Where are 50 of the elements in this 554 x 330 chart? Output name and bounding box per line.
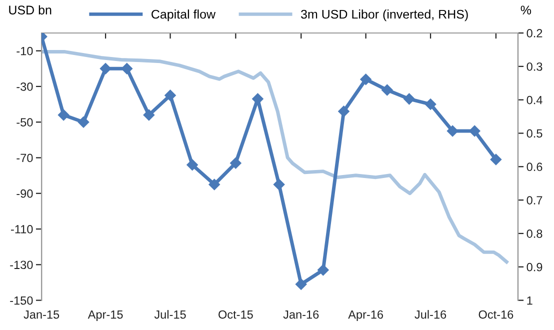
y-tick-label: -150 (10, 296, 33, 305)
point (295, 278, 307, 290)
point (318, 264, 329, 276)
y2-axis-title: % (520, 6, 532, 14)
y2-tick-label: 0.4 (526, 96, 542, 104)
y-tick-label: -130 (10, 260, 33, 270)
x-tick-label: Jan-16 (283, 310, 319, 319)
point (273, 178, 285, 190)
point (78, 116, 90, 128)
x-tick-label: Oct-16 (478, 310, 514, 319)
y2-tick-label: 0.6 (526, 162, 542, 172)
point (164, 90, 176, 101)
x-tick-label: Apr-16 (348, 310, 384, 322)
x-tick-label: Jul-15 (154, 310, 186, 319)
legend-label: Capital flow (152, 10, 216, 22)
legend-label: 3m USD Libor (inverted, RHS) (301, 10, 468, 22)
y2-tick-label: 0.8 (526, 230, 542, 238)
x-tick-label: Oct-15 (218, 310, 253, 319)
point (446, 125, 458, 137)
point (143, 109, 155, 121)
x-tick-label: Jul-16 (414, 310, 446, 319)
y-axis-title: USD bn (9, 5, 52, 14)
y-tick-label: -30 (16, 82, 33, 91)
y2-tick-label: 0.2 (526, 29, 542, 38)
y2-tick-label: 0.5 (526, 129, 542, 138)
x-tick-label: Jan-15 (24, 310, 60, 319)
y-tick-label: -50 (16, 118, 33, 126)
point (186, 159, 198, 170)
line-series (42, 50, 508, 264)
point (469, 125, 480, 137)
point (338, 106, 350, 118)
y-tick-label: -70 (16, 154, 33, 162)
point (360, 74, 372, 85)
point (230, 157, 242, 169)
y-tick-label: -90 (16, 189, 33, 198)
y-tick-label: -10 (16, 46, 33, 56)
x-tick-label: Apr-15 (88, 310, 123, 322)
point (490, 154, 502, 166)
point (404, 93, 415, 105)
point (382, 84, 393, 96)
y2-tick-label: 0.9 (526, 262, 542, 272)
point (58, 109, 70, 121)
point (208, 178, 220, 190)
y2-tick-label: 0.3 (526, 62, 542, 71)
point (100, 63, 112, 74)
y-tick-label: -110 (10, 225, 33, 234)
y2-tick-label: 1 (527, 296, 532, 305)
point (424, 98, 436, 110)
y2-tick-label: 0.7 (526, 196, 542, 204)
point (121, 63, 132, 74)
